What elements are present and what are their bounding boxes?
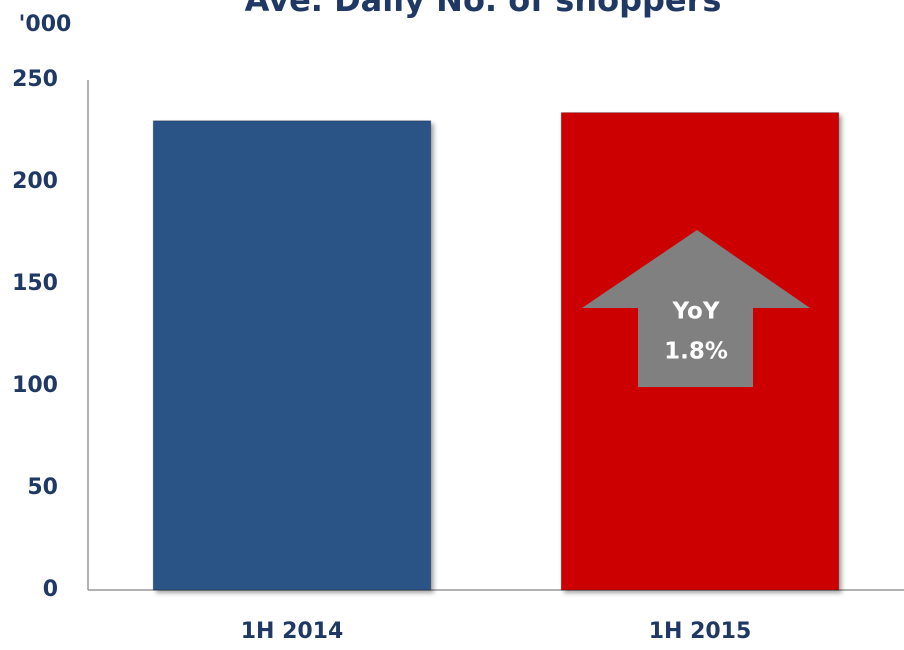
annotation: 1.8% bbox=[664, 339, 728, 365]
x-tick-label: 1H 2014 bbox=[241, 619, 344, 644]
x-tick-label: 1H 2015 bbox=[649, 619, 752, 644]
annotation: YoY bbox=[672, 299, 720, 325]
chart-title: Ave. Daily No. of shoppers bbox=[245, 0, 722, 19]
y-tick-label: 100 bbox=[12, 373, 58, 398]
y-tick-label: 200 bbox=[12, 169, 58, 194]
arrow bbox=[582, 230, 810, 387]
bar bbox=[152, 120, 432, 591]
y-tick-label: 0 bbox=[43, 577, 58, 602]
y-tick-label: 250 bbox=[12, 67, 58, 92]
y-tick-label: 150 bbox=[12, 271, 58, 296]
y-axis-label: '000 bbox=[19, 12, 72, 37]
y-tick-label: 50 bbox=[27, 475, 58, 500]
